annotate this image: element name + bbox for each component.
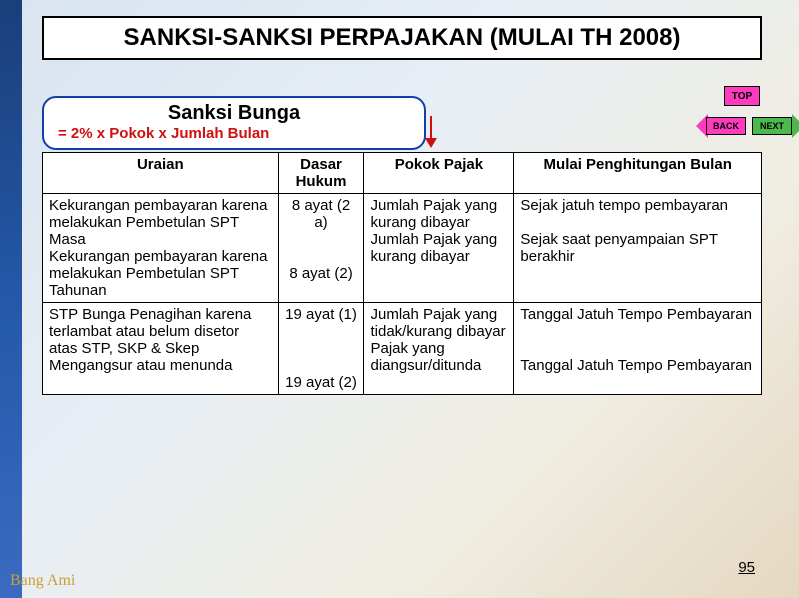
arrow-right-icon [792, 114, 799, 138]
table-header-row: Uraian Dasar Hukum Pokok Pajak Mulai Pen… [43, 153, 762, 194]
cell-mulai: Tanggal Jatuh Tempo Pembayaran Tanggal J… [514, 303, 762, 395]
th-mulai: Mulai Penghitungan Bulan [514, 153, 762, 194]
cell-uraian: STP Bunga Penagihan karena terlambat ata… [43, 303, 279, 395]
cell-pokok: Jumlah Pajak yang tidak/kurang dibayar P… [364, 303, 514, 395]
cell-text: Tanggal Jatuh Tempo Pembayaran [520, 357, 752, 374]
top-button[interactable]: TOP [724, 86, 760, 106]
sanksi-table: Uraian Dasar Hukum Pokok Pajak Mulai Pen… [42, 152, 762, 395]
cell-text: Sejak jatuh tempo pembayaran [520, 197, 728, 214]
next-label: NEXT [752, 117, 792, 135]
cell-text: Sejak saat penyampaian SPT berakhir [520, 231, 717, 265]
cell-text: 8 ayat (2) [289, 265, 352, 282]
cell-text: 19 ayat (1) [285, 306, 357, 323]
cell-uraian: Kekurangan pembayaran karena melakukan P… [43, 194, 279, 303]
cell-text: Jumlah Pajak yang kurang dibayar [370, 197, 497, 231]
th-dasar: Dasar Hukum [278, 153, 364, 194]
cell-text: Pajak yang diangsur/ditunda [370, 340, 481, 374]
cell-text: 8 ayat (2 a) [292, 197, 350, 231]
left-decor-strip [0, 0, 22, 598]
cell-text: Mengangsur atau menunda [49, 357, 232, 374]
table-row: STP Bunga Penagihan karena terlambat ata… [43, 303, 762, 395]
subtitle-box: Sanksi Bunga = 2% x Pokok x Jumlah Bulan [42, 96, 426, 150]
cell-mulai: Sejak jatuh tempo pembayaran Sejak saat … [514, 194, 762, 303]
th-pokok: Pokok Pajak [364, 153, 514, 194]
cell-text: Tanggal Jatuh Tempo Pembayaran [520, 306, 752, 323]
next-button[interactable]: NEXT [752, 114, 799, 138]
back-button[interactable]: BACK [696, 114, 748, 138]
formula-text: = 2% x Pokok x Jumlah Bulan [58, 125, 410, 142]
th-uraian: Uraian [43, 153, 279, 194]
cell-text: Kekurangan pembayaran karena melakukan P… [49, 248, 267, 299]
cell-text: Jumlah Pajak yang tidak/kurang dibayar [370, 306, 505, 340]
subtitle-text: Sanksi Bunga [58, 102, 410, 125]
author-credit: Bang Ami [10, 572, 75, 590]
cell-text: Kekurangan pembayaran karena melakukan P… [49, 197, 267, 248]
cell-dasar: 8 ayat (2 a) 8 ayat (2) [278, 194, 364, 303]
cell-dasar: 19 ayat (1) 19 ayat (2) [278, 303, 364, 395]
cell-text: STP Bunga Penagihan karena terlambat ata… [49, 306, 251, 357]
page-title: SANKSI-SANKSI PERPAJAKAN (MULAI TH 2008) [42, 16, 762, 60]
back-label: BACK [706, 117, 746, 135]
page-number: 95 [738, 559, 755, 576]
cell-text: Jumlah Pajak yang kurang dibayar [370, 231, 497, 265]
cell-pokok: Jumlah Pajak yang kurang dibayar Jumlah … [364, 194, 514, 303]
cell-text: 19 ayat (2) [285, 374, 357, 391]
